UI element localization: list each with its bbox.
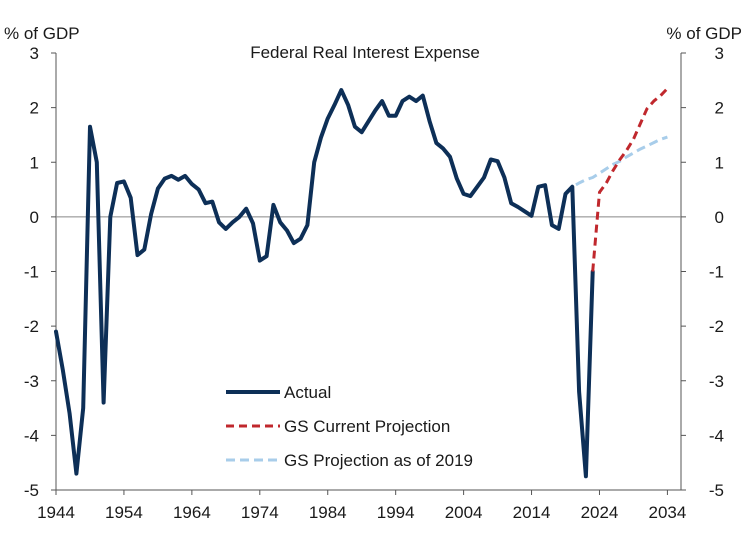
y-tick-label-left: 1 — [30, 153, 39, 172]
x-axis-ticks: 1944 1954 1964 1974 1984 1994 2004 2014 2024 2034 — [37, 490, 686, 522]
left-axis-ticks: -5 -4 -3 -2 -1 0 1 2 3 — [24, 44, 56, 500]
y-tick-label-right: -2 — [709, 317, 724, 336]
right-axis-unit-label: % of GDP — [666, 24, 742, 43]
chart-title: Federal Real Interest Expense — [250, 43, 480, 62]
x-tick-label: 2004 — [445, 503, 483, 522]
y-tick-label-right: 1 — [715, 153, 724, 172]
series-actual-line — [54, 88, 595, 479]
x-tick-label: 1964 — [173, 503, 211, 522]
y-tick-label-left: -1 — [24, 263, 39, 282]
x-tick-label: 1984 — [309, 503, 347, 522]
right-axis-ticks: -5 -4 -3 -2 -1 0 1 2 3 — [681, 44, 724, 500]
y-tick-label-right: -4 — [709, 426, 724, 445]
y-tick-label-left: -3 — [24, 372, 39, 391]
legend-label-actual: Actual — [284, 383, 331, 402]
legend: Actual GS Current Projection GS Projecti… — [226, 383, 473, 470]
y-tick-label-left: -5 — [24, 481, 39, 500]
x-tick-label: 1994 — [377, 503, 415, 522]
legend-label-projection-2019: GS Projection as of 2019 — [284, 451, 473, 470]
y-tick-label-left: -4 — [24, 426, 39, 445]
legend-label-current-projection: GS Current Projection — [284, 417, 450, 436]
x-tick-label: 2014 — [513, 503, 551, 522]
y-tick-label-right: -3 — [709, 372, 724, 391]
x-tick-label: 2034 — [648, 503, 686, 522]
series-current-projection-line — [591, 87, 669, 272]
y-tick-label-left: 0 — [30, 208, 39, 227]
series-projection-2019-line — [564, 135, 668, 195]
y-tick-label-left: -2 — [24, 317, 39, 336]
x-tick-label: 1974 — [241, 503, 279, 522]
series-layer — [54, 87, 669, 479]
y-tick-label-right: -1 — [709, 263, 724, 282]
x-tick-label: 2024 — [581, 503, 619, 522]
x-tick-label: 1944 — [37, 503, 75, 522]
y-tick-label-right: 2 — [715, 99, 724, 118]
y-tick-label-right: 0 — [715, 208, 724, 227]
x-tick-label: 1954 — [105, 503, 143, 522]
left-axis-unit-label: % of GDP — [4, 24, 80, 43]
y-tick-label-left: 3 — [30, 44, 39, 63]
y-tick-label-right: -5 — [709, 481, 724, 500]
y-tick-label-left: 2 — [30, 99, 39, 118]
y-tick-label-right: 3 — [715, 44, 724, 63]
